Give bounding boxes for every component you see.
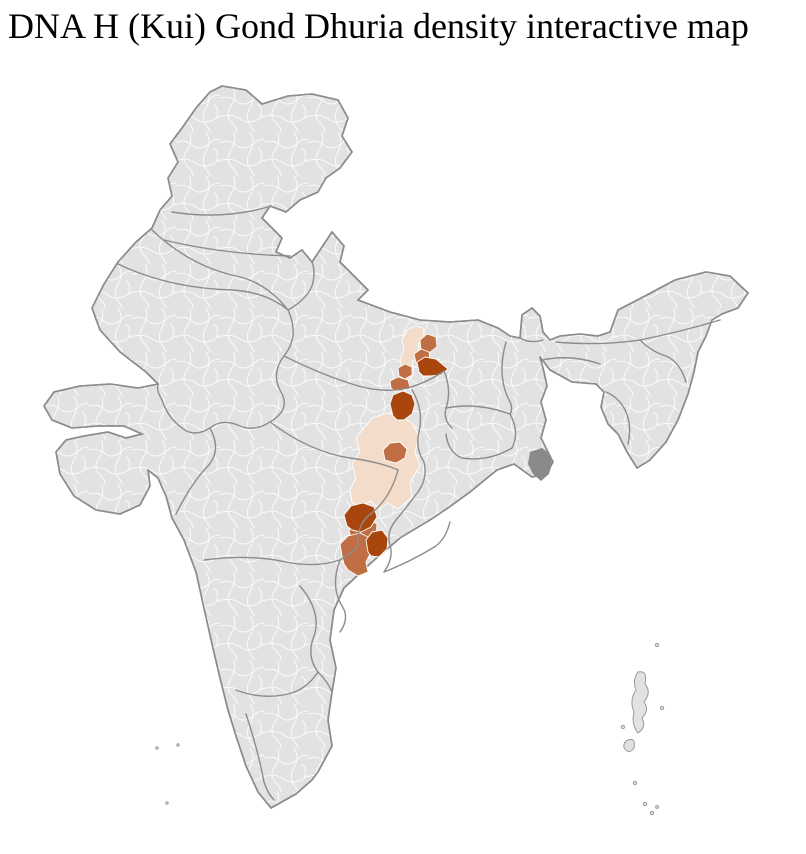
border-karnataka-tn [235, 671, 319, 697]
border-bihar-jharkhand [445, 405, 511, 415]
island-dot[interactable] [632, 780, 638, 786]
island-dot[interactable] [176, 743, 180, 747]
border-assam-mizoram [605, 391, 631, 445]
island-dot[interactable] [659, 705, 665, 711]
border-wb-bihar [501, 341, 513, 415]
island-dot[interactable] [620, 724, 626, 730]
district-medium-5[interactable] [382, 441, 408, 464]
border-cg-odisha [383, 461, 426, 573]
island-dot[interactable] [165, 801, 169, 805]
state-borders [117, 206, 721, 801]
district-high-3[interactable] [343, 502, 378, 533]
border-odisha-ap [383, 521, 451, 573]
border-rajasthan-east [156, 309, 294, 434]
border-up-mp [283, 355, 445, 391]
border-assam-nagaland [639, 339, 687, 383]
border-ap-tn [317, 671, 333, 693]
border-maharashtra-cg [357, 469, 399, 547]
sundarbans-delta [528, 448, 552, 481]
island-dot[interactable] [642, 801, 648, 807]
border-jharkhand-odisha [445, 433, 513, 460]
border-maharashtra-south [203, 545, 359, 566]
border-sikkim-wb [519, 337, 544, 343]
border-haryana-rajasthan [117, 263, 289, 311]
district-low-chhattisgarh[interactable] [349, 412, 421, 510]
border-mp-maharashtra [269, 421, 399, 471]
district-high-2[interactable] [389, 390, 416, 421]
island-dot[interactable] [654, 642, 660, 648]
districts-density-high[interactable] [343, 356, 449, 558]
little-andaman-island[interactable] [623, 738, 635, 752]
island-dot[interactable] [655, 805, 659, 809]
district-high-1[interactable] [416, 356, 449, 377]
border-gujarat-maharashtra [175, 427, 217, 515]
border-meghalaya [541, 357, 601, 365]
border-haryana-uttarakhand [287, 261, 315, 311]
border-hp-punjab [163, 239, 291, 257]
border-punjab-haryana [151, 229, 289, 311]
andaman-nicobar-islands[interactable] [620, 642, 665, 816]
density-districts[interactable] [339, 325, 449, 577]
district-medium-7[interactable] [339, 532, 373, 577]
border-mp-chhattisgarh [411, 389, 425, 463]
border-jharkhand-wb [509, 413, 517, 449]
island-dot[interactable] [155, 746, 159, 750]
border-jk-hp [171, 206, 269, 216]
border-telangana-ap [334, 559, 347, 633]
page-title: DNA H (Kui) Gond Dhuria density interact… [8, 6, 749, 46]
lakshadweep-islands[interactable] [155, 743, 180, 805]
border-kerala-tn [245, 713, 275, 801]
andaman-main-island[interactable] [631, 671, 649, 734]
island-dot[interactable] [649, 810, 655, 816]
district-medium-4[interactable] [389, 376, 411, 392]
border-karnataka-ap [299, 585, 319, 673]
district-high-4[interactable] [365, 529, 389, 558]
